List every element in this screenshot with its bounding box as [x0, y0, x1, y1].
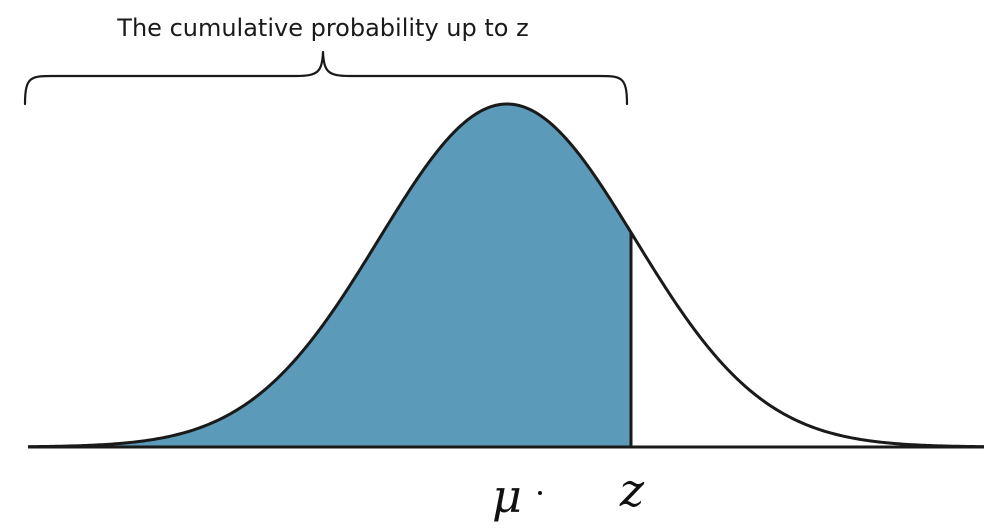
bell-curve — [27, 102, 985, 449]
mean-dot — [538, 491, 542, 495]
cumulative-area — [28, 104, 631, 447]
z-label: z — [619, 463, 645, 517]
curly-brace — [23, 50, 629, 106]
cumulative-probability-caption: The cumulative probability up to z — [116, 14, 528, 42]
mean-label: μ — [492, 469, 522, 523]
